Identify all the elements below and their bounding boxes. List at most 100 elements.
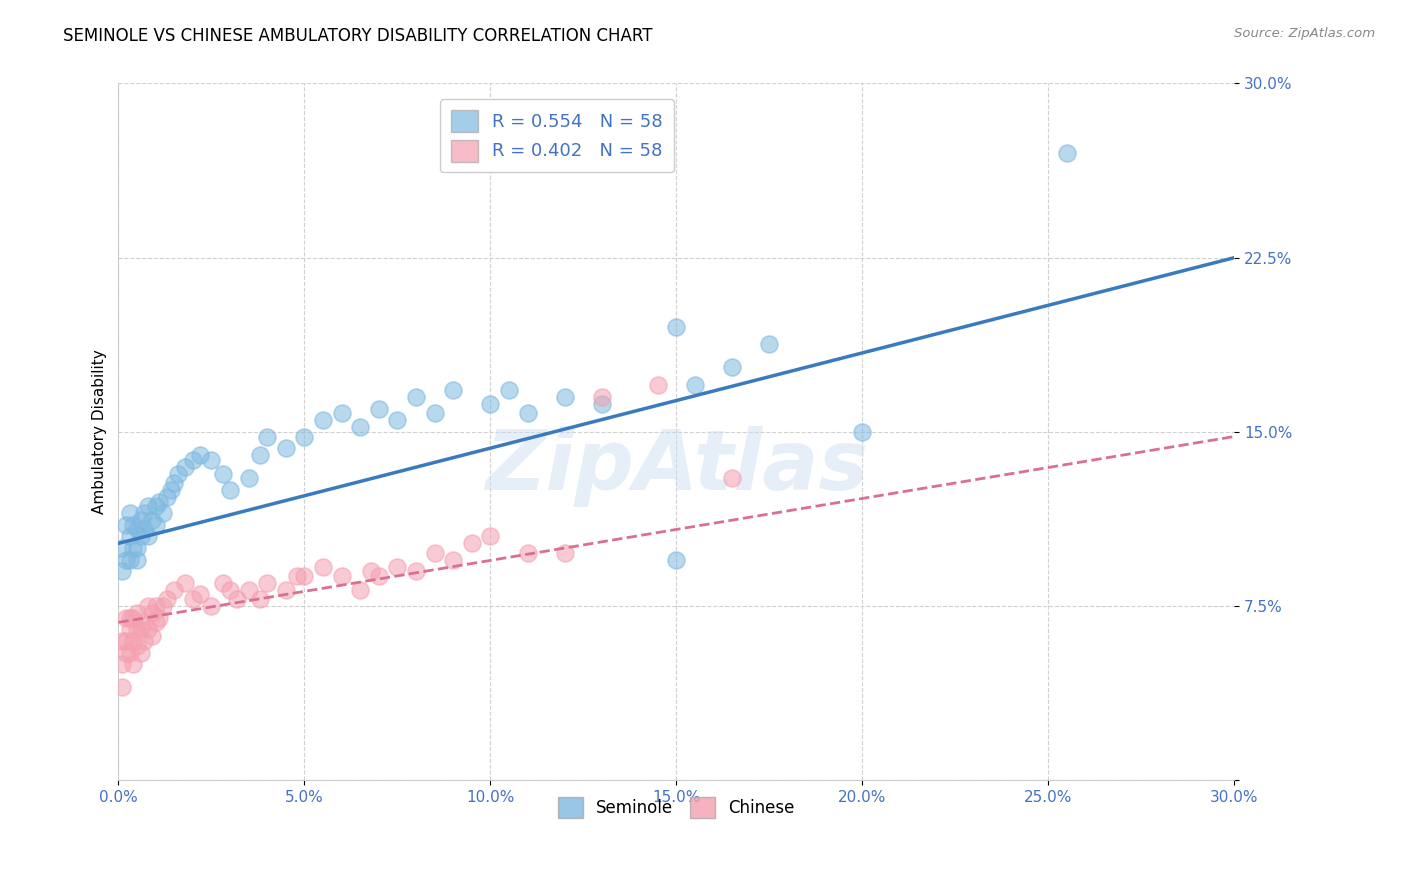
Point <box>125 623 148 637</box>
Point <box>115 634 138 648</box>
Point <box>122 634 145 648</box>
Point <box>122 541 145 555</box>
Point <box>167 467 190 481</box>
Point <box>721 359 744 374</box>
Point <box>148 494 170 508</box>
Point <box>423 406 446 420</box>
Point <box>330 406 353 420</box>
Point <box>441 552 464 566</box>
Point <box>156 592 179 607</box>
Point <box>118 646 141 660</box>
Point <box>118 610 141 624</box>
Point <box>111 564 134 578</box>
Point <box>1056 146 1078 161</box>
Point <box>312 559 335 574</box>
Point <box>152 506 174 520</box>
Point <box>294 569 316 583</box>
Point <box>405 564 427 578</box>
Point <box>181 592 204 607</box>
Point <box>238 471 260 485</box>
Point <box>115 552 138 566</box>
Point <box>141 606 163 620</box>
Point <box>238 582 260 597</box>
Point <box>665 320 688 334</box>
Point <box>145 517 167 532</box>
Point <box>211 575 233 590</box>
Point <box>134 523 156 537</box>
Point <box>129 623 152 637</box>
Point <box>285 569 308 583</box>
Point <box>249 592 271 607</box>
Point <box>683 378 706 392</box>
Point <box>188 587 211 601</box>
Point <box>294 429 316 443</box>
Point <box>145 615 167 630</box>
Point <box>111 634 134 648</box>
Point <box>516 406 538 420</box>
Point <box>134 634 156 648</box>
Point <box>367 569 389 583</box>
Point <box>219 483 242 497</box>
Point <box>591 397 613 411</box>
Point <box>129 513 152 527</box>
Point <box>111 681 134 695</box>
Point <box>159 483 181 497</box>
Point <box>148 610 170 624</box>
Point <box>125 606 148 620</box>
Y-axis label: Ambulatory Disability: Ambulatory Disability <box>93 350 107 515</box>
Point <box>136 529 159 543</box>
Point <box>122 517 145 532</box>
Point <box>163 582 186 597</box>
Point <box>145 499 167 513</box>
Legend: Seminole, Chinese: Seminole, Chinese <box>551 790 801 824</box>
Point <box>405 390 427 404</box>
Point <box>721 471 744 485</box>
Text: SEMINOLE VS CHINESE AMBULATORY DISABILITY CORRELATION CHART: SEMINOLE VS CHINESE AMBULATORY DISABILIT… <box>63 27 652 45</box>
Point <box>115 610 138 624</box>
Point <box>125 552 148 566</box>
Text: ZipAtlas: ZipAtlas <box>485 426 868 508</box>
Point <box>461 536 484 550</box>
Point <box>349 582 371 597</box>
Point <box>118 552 141 566</box>
Point <box>200 599 222 613</box>
Point <box>129 646 152 660</box>
Point <box>349 420 371 434</box>
Point <box>125 639 148 653</box>
Point <box>125 523 148 537</box>
Point <box>367 401 389 416</box>
Text: Source: ZipAtlas.com: Source: ZipAtlas.com <box>1234 27 1375 40</box>
Point <box>441 383 464 397</box>
Point <box>134 506 156 520</box>
Point <box>156 490 179 504</box>
Point <box>174 459 197 474</box>
Point <box>851 425 873 439</box>
Point <box>274 582 297 597</box>
Point <box>188 448 211 462</box>
Point <box>125 541 148 555</box>
Point <box>122 657 145 672</box>
Point <box>115 517 138 532</box>
Point <box>226 592 249 607</box>
Point <box>200 452 222 467</box>
Point <box>136 499 159 513</box>
Point <box>387 413 409 427</box>
Point <box>152 599 174 613</box>
Point <box>118 623 141 637</box>
Point <box>647 378 669 392</box>
Point <box>211 467 233 481</box>
Point <box>136 623 159 637</box>
Point <box>118 506 141 520</box>
Point <box>256 575 278 590</box>
Point <box>122 610 145 624</box>
Point <box>141 629 163 643</box>
Point <box>129 529 152 543</box>
Point <box>423 546 446 560</box>
Point <box>136 599 159 613</box>
Point <box>256 429 278 443</box>
Point <box>274 441 297 455</box>
Point <box>665 552 688 566</box>
Point <box>591 390 613 404</box>
Point <box>111 541 134 555</box>
Point <box>145 599 167 613</box>
